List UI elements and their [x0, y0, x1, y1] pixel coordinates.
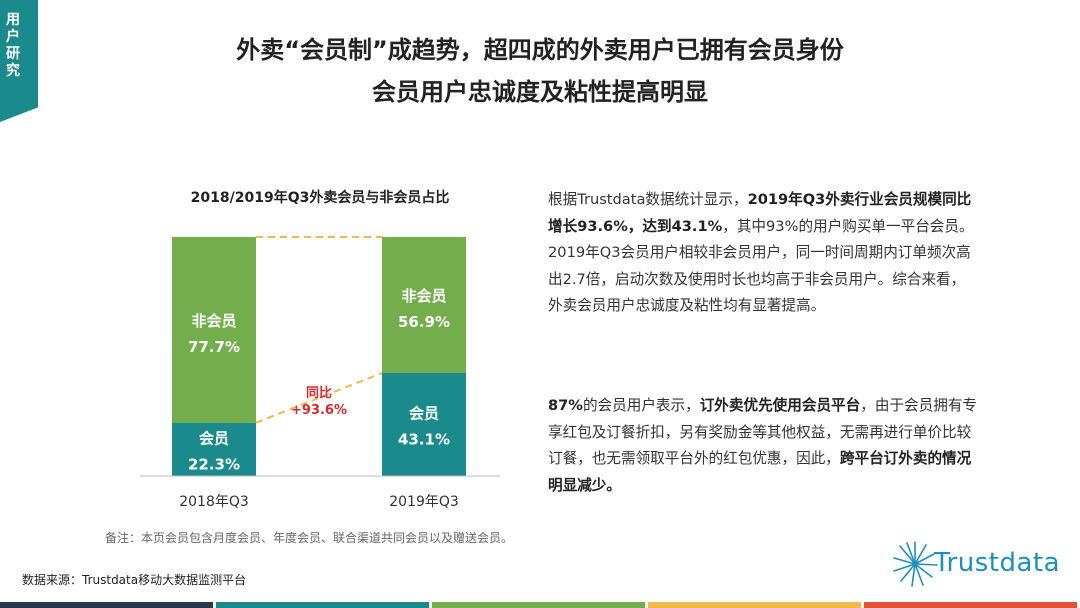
logo-text: Trustdata [934, 548, 1061, 578]
connector-member [255, 372, 383, 424]
starburst-logo-icon [893, 541, 938, 587]
data-source: 数据来源：Trustdata移动大数据监测平台 [22, 573, 247, 587]
footer-segment-3 [432, 602, 645, 608]
para2-highlight-2: 订外卖优先使用会员平台 [699, 397, 861, 414]
chart-title: 2018/2019年Q3外卖会员与非会员占比 [190, 190, 450, 206]
footnote: 备注：本页会员包含月度会员、年度会员、联合渠道共同会员以及赠送会员。 [105, 531, 514, 545]
label-member-name-2: 会员 [409, 404, 439, 422]
para1-highlight: 2019年Q3外卖行业会员规模同比增长93.6%，达到43.1% [548, 191, 972, 235]
label-member-name-1: 会员 [199, 429, 229, 447]
section-label: 用户研究 [6, 12, 20, 79]
para1-text-2: ，其中93%的用户购买单一平台会员。2019年Q3会员用户相较非会员用户，同一时… [548, 217, 974, 315]
bar-non-member-2 [382, 237, 466, 373]
bar-non-member-1 [172, 237, 256, 423]
page-title-line2: 会员用户忠诚度及粘性提高明显 [372, 78, 708, 106]
para2-text-1: 的会员用户表示， [582, 397, 700, 414]
footer-segment-5 [864, 602, 1077, 608]
yoy-annotation-value: +93.6% [291, 403, 347, 418]
x-tick-label-1: 2018年Q3 [179, 494, 249, 510]
page-title-line1: 外卖“会员制”成趋势，超四成的外卖用户已拥有会员身份 [236, 36, 844, 64]
label-non-member-value-2: 56.9% [398, 313, 450, 331]
analysis-paragraph-2: 87%的会员用户表示，订外卖优先使用会员平台，由于会员拥有专享红包及订餐折扣，另… [548, 393, 978, 499]
label-non-member-name-1: 非会员 [191, 312, 236, 330]
para2-highlight-1: 87% [548, 397, 583, 414]
trustdata-logo: Trustdata [890, 534, 1070, 594]
stacked-bar-chart: 非会员 77.7% 会员 22.3% 2018年Q3 非会员 56.9% 会员 43.1% 201… [140, 236, 500, 510]
para2-text-2: ，由于会员拥有专享红包及订餐折扣，另有奖励金等其他权益，无需再进行单价比较订餐，… [548, 397, 978, 467]
analysis-paragraph-1: 根据Trustdata数据统计显示，2019年Q3外卖行业会员规模同比增长93.… [548, 187, 978, 320]
bar-member-2 [382, 372, 466, 476]
footer-segment-1 [0, 602, 213, 608]
para2-highlight-3: 跨平台订外卖的情况明显减少。 [548, 450, 972, 494]
label-non-member-value-1: 77.7% [188, 338, 240, 356]
yoy-annotation-label: 同比 [306, 385, 332, 401]
section-tab: 用户研究 [0, 0, 38, 122]
x-tick-label-2: 2019年Q3 [389, 494, 459, 510]
footer-segment-4 [648, 602, 861, 608]
para1-text-1: 根据Trustdata数据统计显示， [548, 191, 748, 208]
label-non-member-name-2: 非会员 [401, 287, 446, 305]
footer-segment-2 [216, 602, 429, 608]
label-member-value-1: 22.3% [188, 455, 240, 473]
label-member-value-2: 43.1% [398, 430, 450, 448]
bar-member-1 [172, 422, 256, 476]
